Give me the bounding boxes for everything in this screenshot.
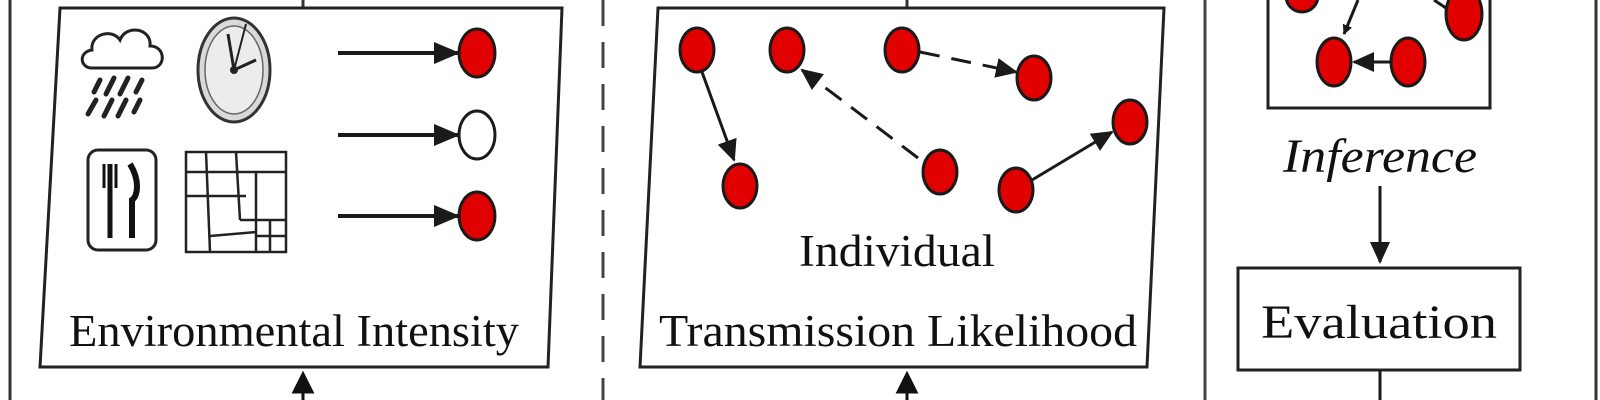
rain-cloud-icon — [80, 28, 164, 119]
environmental-panel: Environmental Intensity — [38, 6, 564, 369]
evaluation-box — [1236, 266, 1522, 372]
edge-solid-d — [1031, 130, 1114, 182]
edge-solid-a — [700, 71, 737, 162]
env-node-empty — [457, 109, 497, 161]
bottom-arrow-left — [291, 370, 315, 400]
inference-label: Inference — [1282, 130, 1477, 183]
ind-node-1 — [678, 26, 716, 74]
environmental-intensity-label: Environmental Intensity — [69, 306, 520, 356]
env-node-red-2 — [457, 190, 497, 242]
edge-dashed-c — [919, 50, 1018, 78]
clock-icon — [196, 16, 272, 124]
ind-node-6 — [921, 148, 959, 196]
inf-edge-top-right — [1433, 0, 1447, 10]
edge-dashed-b — [800, 68, 919, 160]
evaluation-label: Evaluation — [1261, 296, 1497, 349]
inf-node-left — [1315, 36, 1353, 88]
ind-node-8 — [1111, 98, 1149, 146]
inf-node-top-right — [1444, 0, 1484, 42]
ind-node-4 — [1015, 54, 1053, 102]
ind-node-5 — [721, 162, 759, 210]
ind-node-7 — [997, 166, 1035, 214]
ind-node-3 — [883, 26, 921, 74]
inference-panel: Inference Evaluation — [1236, 0, 1522, 400]
ind-node-2 — [768, 26, 806, 74]
individual-label-line1: Individual — [799, 226, 995, 276]
individual-label-line2: Transmission Likelihood — [659, 306, 1137, 356]
inf-edge-top — [1342, 0, 1360, 35]
environmental-panel-box — [38, 6, 564, 369]
floor-plan-icon — [184, 150, 288, 254]
env-node-red-1 — [457, 27, 497, 79]
inf-node-top-left — [1284, 0, 1320, 14]
inf-node-right — [1389, 36, 1427, 88]
individual-panel: Individual Transmission Likelihood — [638, 6, 1166, 369]
bottom-arrow-middle — [895, 370, 919, 400]
fork-knife-icon — [86, 148, 158, 252]
